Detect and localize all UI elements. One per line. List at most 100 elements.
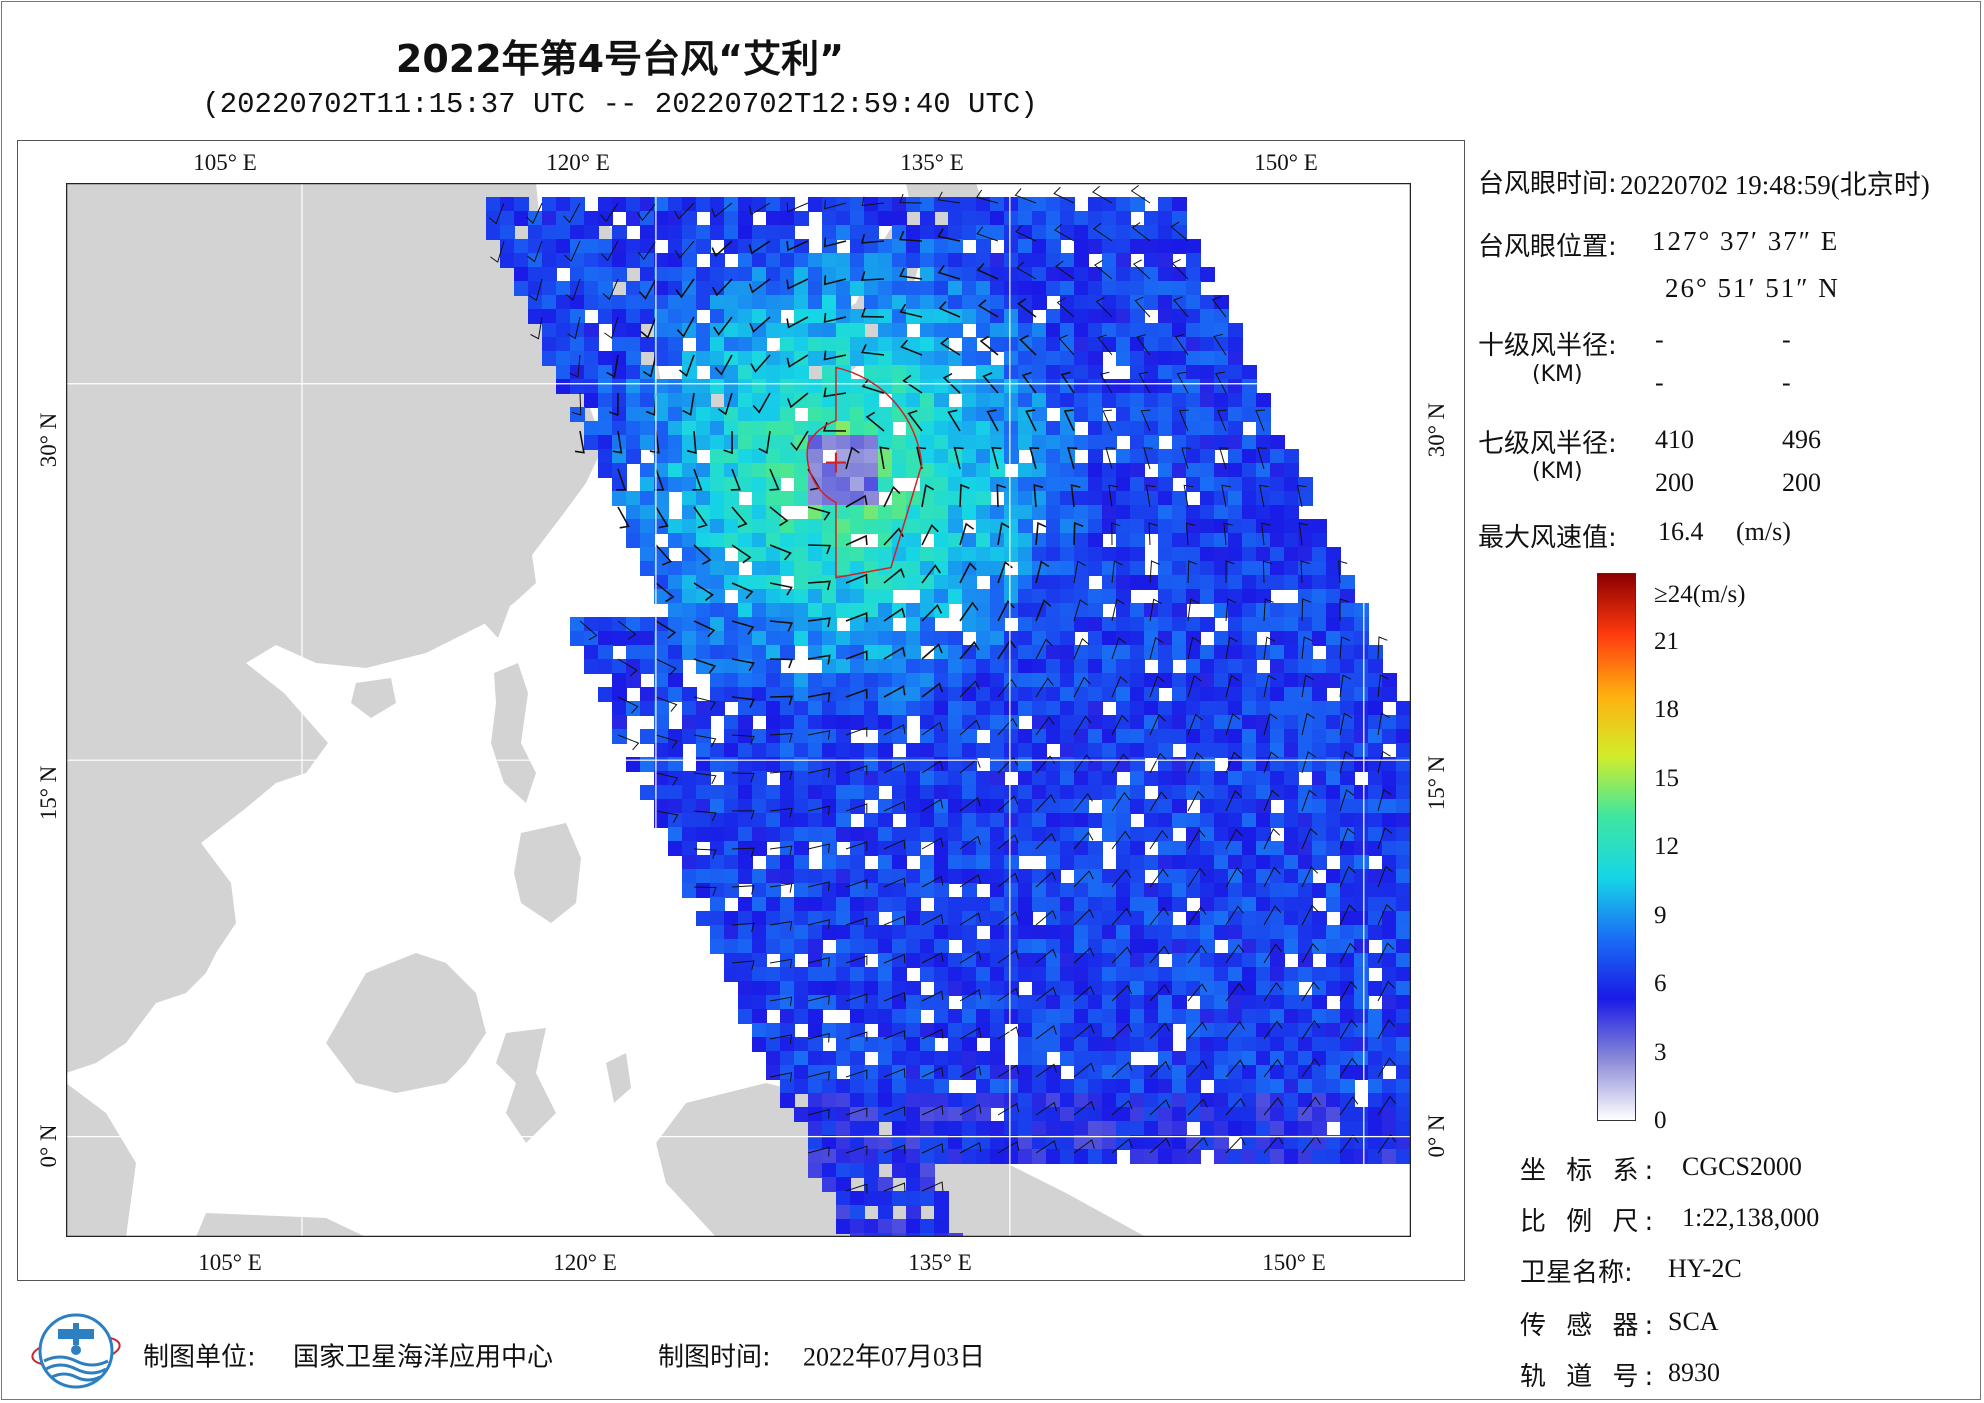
wind-cell	[1116, 939, 1131, 954]
wind-cell	[1130, 967, 1145, 982]
wind-cell	[766, 435, 781, 450]
wind-cell	[766, 211, 781, 226]
wind-cell	[1130, 701, 1145, 716]
wind-cell	[794, 869, 809, 884]
wind-cell	[920, 561, 935, 576]
wind-cell	[864, 1177, 879, 1192]
wind-cell	[1018, 463, 1033, 478]
wind-cell	[710, 617, 725, 632]
wind-cell	[1130, 897, 1145, 912]
wind-cell	[878, 589, 893, 604]
wind-cell	[654, 673, 669, 688]
wind-cell	[850, 1037, 865, 1052]
wind-cell	[934, 253, 949, 268]
wind-cell	[612, 239, 627, 254]
wind-barb	[600, 202, 619, 223]
wind-cell	[1032, 631, 1047, 646]
wind-cell	[696, 799, 711, 814]
wind-barb	[1149, 675, 1165, 698]
wind-cell	[1018, 799, 1033, 814]
wind-cell	[850, 1023, 865, 1038]
wind-cell	[752, 253, 767, 268]
wind-cell	[682, 351, 697, 366]
wind-cell	[738, 995, 753, 1010]
wind-cell	[1214, 603, 1229, 618]
wind-cell	[1312, 575, 1327, 590]
wind-cell	[710, 435, 725, 450]
wind-cell	[640, 547, 655, 562]
wind-cell	[878, 533, 893, 548]
wind-barb	[1225, 1097, 1246, 1116]
wind-cell	[1116, 477, 1131, 492]
wind-cell	[1046, 1121, 1061, 1136]
wind-cell	[1172, 1079, 1187, 1094]
wind-cell	[724, 925, 739, 940]
wind-cell	[1228, 323, 1243, 338]
wind-barb	[879, 446, 890, 470]
wind-barb	[723, 430, 733, 455]
wind-cell	[766, 617, 781, 632]
wind-cell	[1046, 827, 1061, 842]
wind-cell	[570, 351, 585, 366]
wind-cell	[990, 939, 1005, 954]
wind-cell	[1018, 925, 1033, 940]
wind-cell	[1214, 337, 1229, 352]
wind-cell	[892, 1037, 907, 1052]
wind-cell	[920, 603, 935, 618]
wind-cell	[738, 435, 753, 450]
wind-cell	[836, 477, 851, 492]
wind-cell	[976, 1023, 991, 1038]
wind-barb	[1187, 752, 1204, 774]
wind-cell	[1144, 995, 1159, 1010]
wind-cell	[1060, 925, 1075, 940]
wind-cell	[1186, 911, 1201, 926]
wind-barb	[617, 620, 637, 640]
wind-cell	[654, 351, 669, 366]
wind-cell	[1130, 267, 1145, 282]
wind-cell	[794, 757, 809, 772]
wind-cell	[990, 771, 1005, 786]
wind-cell	[1368, 659, 1383, 674]
wind-cell	[1158, 379, 1173, 394]
wind-cell	[794, 267, 809, 282]
wind-cell	[710, 337, 725, 352]
wind-barb	[883, 724, 906, 736]
wind-cell	[1200, 407, 1215, 422]
wind-barb	[1377, 674, 1389, 698]
wind-cell	[1214, 785, 1229, 800]
wind-cell	[626, 253, 641, 268]
wind-cell	[1004, 309, 1019, 324]
wind-cell	[1032, 239, 1047, 254]
wind-cell	[696, 435, 711, 450]
wind-cell	[892, 967, 907, 982]
wind-cell	[1088, 435, 1103, 450]
wind-cell	[710, 757, 725, 772]
wind-cell	[1046, 897, 1061, 912]
wind-cell	[1060, 519, 1075, 534]
wind-barb	[976, 226, 999, 242]
wind-cell	[1046, 869, 1061, 884]
r10-nw: -	[1782, 368, 1791, 397]
wind-cell	[682, 365, 697, 380]
wind-cell	[906, 281, 921, 296]
wind-cell	[724, 771, 739, 786]
wind-cell	[1312, 1009, 1327, 1024]
wind-cell	[1200, 729, 1215, 744]
wind-cell	[1242, 1065, 1257, 1080]
wind-cell	[780, 267, 795, 282]
wind-cell	[1088, 295, 1103, 310]
wind-barb	[845, 993, 868, 1004]
wind-cell	[1130, 631, 1145, 646]
wind-barb	[823, 237, 847, 248]
wind-cell	[948, 911, 963, 926]
wind-cell	[654, 281, 669, 296]
wind-cell	[1018, 1023, 1033, 1038]
wind-cell	[1060, 1051, 1075, 1066]
wind-cell	[1102, 309, 1117, 324]
wind-barb	[997, 987, 1020, 1002]
wind-cell	[1396, 1121, 1411, 1136]
wind-cell	[1200, 925, 1215, 940]
wind-cell	[850, 771, 865, 786]
wind-cell	[1046, 841, 1061, 856]
wind-cell	[1004, 589, 1019, 604]
